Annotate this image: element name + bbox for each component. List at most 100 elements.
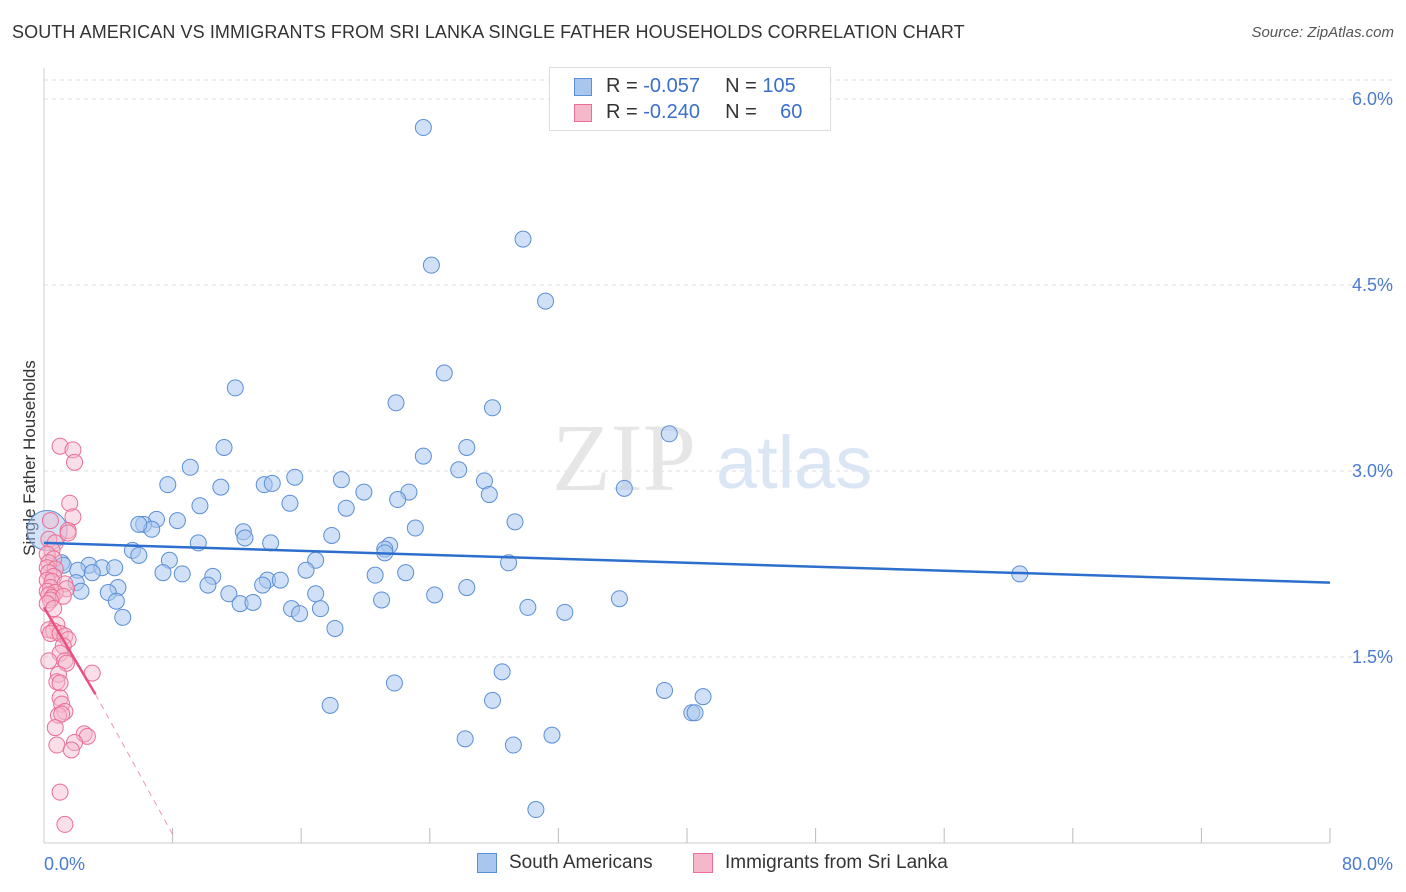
data-point: [40, 652, 58, 670]
data-point: [615, 479, 633, 497]
data-point: [311, 600, 329, 618]
data-point: [254, 576, 272, 594]
data-point: [53, 705, 71, 723]
data-point: [355, 483, 373, 501]
y-tick-label: 6.0%: [1352, 89, 1393, 109]
data-point: [168, 512, 186, 530]
data-point: [556, 603, 574, 621]
data-point: [271, 571, 289, 589]
chart-title: SOUTH AMERICAN VS IMMIGRANTS FROM SRI LA…: [12, 22, 965, 42]
legend-label: South Americans: [509, 852, 653, 873]
source-label: Source: ZipAtlas.com: [1251, 24, 1394, 41]
data-point: [62, 741, 80, 759]
data-point: [385, 674, 403, 692]
data-point: [414, 119, 432, 137]
data-point: [61, 494, 79, 512]
trend-line-sri-lanka: [42, 606, 97, 695]
data-point: [504, 736, 522, 754]
data-point: [456, 730, 474, 748]
data-point: [173, 565, 191, 583]
data-point: [83, 564, 101, 582]
data-point: [337, 499, 355, 517]
data-point: [114, 608, 132, 626]
data-point: [655, 681, 673, 699]
data-point: [397, 564, 415, 582]
data-point: [610, 590, 628, 608]
data-point: [458, 438, 476, 456]
data-point: [514, 230, 532, 248]
data-point: [506, 513, 524, 531]
data-point: [389, 491, 407, 509]
data-point: [56, 815, 74, 833]
data-point: [527, 801, 545, 819]
axes: [43, 68, 1330, 844]
data-point: [215, 438, 233, 456]
legend-text: R = -0.240 N = 60: [606, 101, 802, 124]
tick-labels: 1.5% 3.0% 4.5% 6.0% 0.0% 80.0%: [44, 89, 1393, 874]
data-point: [46, 719, 64, 737]
legend-swatch-blue: [477, 853, 497, 873]
n-value: 60: [780, 101, 803, 123]
trend-lines: [42, 541, 1331, 835]
data-point: [387, 394, 405, 412]
data-point: [281, 494, 299, 512]
r-label: R =: [606, 75, 638, 97]
data-point: [297, 561, 315, 579]
legend-swatch-blue: [574, 78, 592, 96]
data-point: [263, 474, 281, 492]
r-label: R =: [606, 101, 638, 123]
data-point: [51, 437, 69, 455]
n-label: N =: [725, 101, 757, 123]
legend-label: Immigrants from Sri Lanka: [725, 852, 948, 873]
data-point: [181, 458, 199, 476]
data-point: [191, 497, 209, 515]
data-point: [54, 587, 72, 605]
legend-swatch-pink: [693, 853, 713, 873]
data-point: [291, 605, 309, 623]
data-point: [199, 576, 217, 594]
data-point: [483, 399, 501, 417]
data-point: [500, 554, 518, 572]
data-point: [537, 292, 555, 310]
data-point: [332, 471, 350, 489]
data-point: [130, 515, 148, 533]
data-point: [220, 585, 238, 603]
data-point: [41, 512, 59, 530]
series-south-americans: [26, 119, 1029, 819]
data-point: [414, 447, 432, 465]
data-point: [307, 585, 325, 603]
data-point: [406, 519, 424, 537]
data-point: [286, 468, 304, 486]
data-point: [106, 559, 124, 577]
data-point: [321, 696, 339, 714]
r-value: -0.240: [643, 101, 700, 123]
x-tick-label: 0.0%: [44, 854, 85, 874]
data-point: [72, 582, 90, 600]
data-point: [435, 364, 453, 382]
data-point: [483, 691, 501, 709]
data-point: [694, 688, 712, 706]
data-point: [323, 526, 341, 544]
legend-text: R = -0.057 N = 105: [606, 75, 796, 98]
data-point: [493, 663, 511, 681]
data-point: [212, 478, 230, 496]
data-point: [130, 546, 148, 564]
data-point: [107, 592, 125, 610]
data-point: [660, 425, 678, 443]
data-point: [422, 256, 440, 274]
trend-line-south-americans: [43, 541, 1331, 584]
correlation-legend: R = -0.057 N = 105 R = -0.240 N = 60: [549, 67, 831, 131]
data-point: [366, 566, 384, 584]
data-point: [543, 726, 561, 744]
data-point: [458, 579, 476, 597]
data-point: [373, 591, 391, 609]
data-point: [48, 736, 66, 754]
data-point: [450, 461, 468, 479]
data-point: [159, 476, 177, 494]
watermark-atlas: atlas: [716, 421, 872, 504]
watermark: ZIP atlas: [552, 404, 872, 511]
n-label: N =: [725, 75, 757, 97]
data-point: [480, 486, 498, 504]
trend-line-sri-lanka-extrapolated: [95, 693, 174, 835]
